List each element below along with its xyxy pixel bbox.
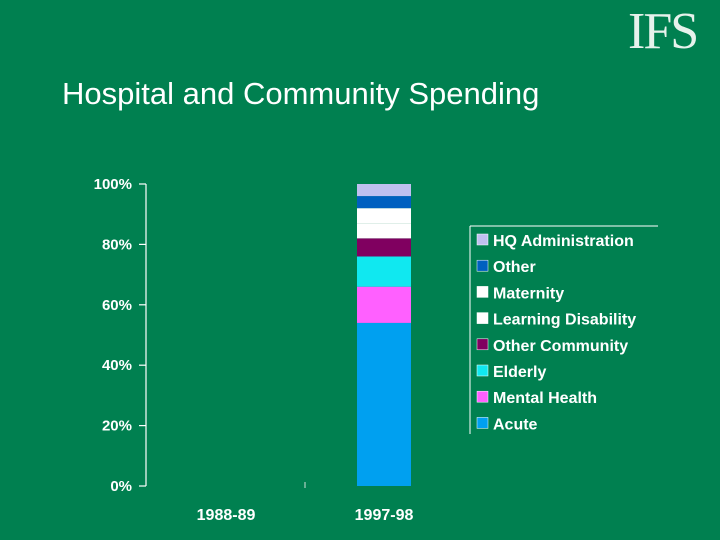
y-tick-label: 60%: [102, 297, 132, 314]
bar-segment-hq-administration: [357, 184, 411, 197]
ifs-logo: IFS: [628, 3, 699, 60]
bar-segment-acute: [357, 322, 411, 486]
x-category-label: 1988-89: [197, 507, 256, 524]
legend-label: Other Community: [493, 338, 628, 355]
legend-label: Other: [493, 259, 536, 276]
legend-swatch: [476, 286, 489, 298]
legend-swatch: [476, 259, 489, 272]
legend-swatch: [476, 364, 489, 377]
bar-segment-maternity: [357, 208, 411, 224]
y-tick-label: 20%: [102, 418, 132, 435]
legend-swatch: [476, 390, 489, 403]
bar-segment-mental-health: [357, 286, 411, 323]
bar-segment-elderly: [357, 256, 411, 287]
y-tick-label: 100%: [94, 176, 132, 193]
legend-swatch: [476, 312, 489, 324]
y-tick-label: 0%: [110, 478, 132, 495]
legend-label: HQ Administration: [493, 233, 634, 250]
y-tick-label: 80%: [102, 236, 132, 253]
legend-label: Mental Health: [493, 390, 597, 407]
legend-label: Acute: [493, 416, 538, 433]
bar-segment-learning-disability: [357, 223, 411, 239]
legend: HQ Administration Other Maternity Learning …: [469, 225, 658, 434]
legend-swatch: [476, 233, 489, 246]
x-category-label: 1997-98: [355, 507, 414, 524]
bars: [357, 184, 411, 486]
legend-label: Learning Disability: [493, 312, 636, 329]
chart-title: Hospital and Community Spending: [62, 76, 540, 111]
bar-segment-other: [357, 196, 411, 209]
y-tick-label: 40%: [102, 357, 132, 374]
bar-segment-other-community: [357, 238, 411, 257]
axes: 0% 20% 40% 60% 80% 100% 1988-89 1997-98: [94, 176, 414, 524]
legend-swatch: [476, 338, 489, 351]
legend-swatch: [476, 417, 489, 429]
legend-label: Maternity: [493, 285, 564, 302]
legend-label: Elderly: [493, 364, 546, 381]
